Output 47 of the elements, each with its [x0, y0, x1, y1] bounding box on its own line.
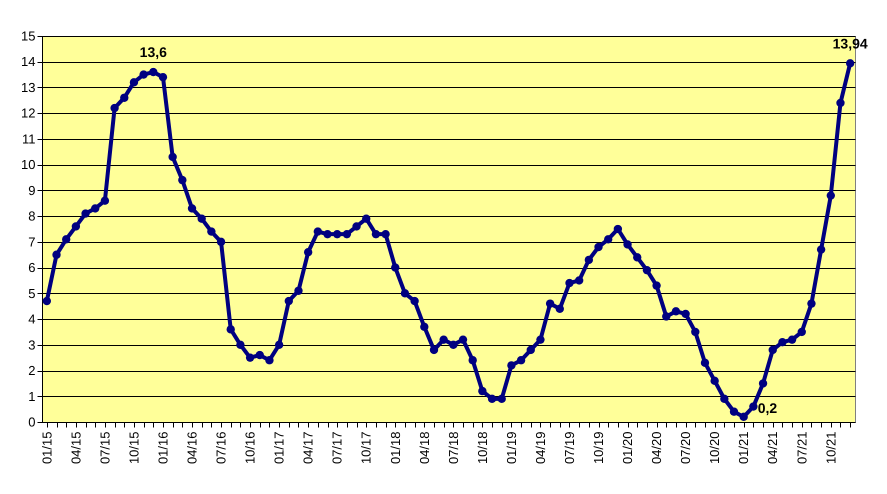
y-tick-label: 9 — [28, 182, 36, 198]
x-tick-label: 07/17 — [330, 432, 345, 464]
y-tick-label: 15 — [21, 28, 36, 44]
y-tick-label: 11 — [22, 131, 36, 146]
y-tick-label: 7 — [28, 234, 36, 250]
y-tick-label: 14 — [21, 54, 36, 70]
x-tick-label: 01/18 — [388, 432, 403, 464]
x-tick-label: 10/16 — [242, 432, 258, 464]
x-tick-label: 04/16 — [184, 432, 200, 464]
y-tick-label: 5 — [28, 286, 36, 301]
x-tick-label: 04/21 — [765, 432, 780, 464]
data-label: 13,6 — [140, 44, 168, 60]
y-tick-label: 1 — [28, 388, 36, 404]
y-tick-label: 3 — [28, 337, 36, 352]
y-tick-label: 12 — [21, 106, 36, 121]
data-label: 0,2 — [758, 400, 778, 416]
x-tick-label: 04/15 — [68, 432, 84, 464]
x-tick-label: 07/16 — [214, 432, 229, 464]
x-tick-label: 01/17 — [272, 432, 287, 464]
x-tick-label: 10/19 — [591, 432, 606, 464]
x-tick-label: 04/20 — [649, 432, 664, 464]
x-tick-label: 07/19 — [562, 432, 577, 464]
x-tick-label: 07/20 — [678, 432, 694, 464]
x-tick-label: 01/15 — [39, 432, 54, 464]
x-tick-label: 10/17 — [358, 432, 374, 464]
x-tick-label: 04/19 — [532, 432, 548, 464]
y-tick-label: 6 — [28, 260, 36, 276]
x-tick-label: 10/21 — [823, 432, 838, 464]
x-tick-label: 01/16 — [155, 432, 170, 464]
y-tick-label: 8 — [28, 208, 36, 224]
x-tick-label: 07/15 — [97, 432, 112, 464]
x-tick-label: 07/21 — [794, 432, 810, 464]
y-tick-label: 2 — [28, 363, 36, 378]
y-tick-label: 13 — [21, 80, 36, 95]
y-tick-label: 4 — [28, 312, 36, 327]
x-tick-label: 01/21 — [736, 432, 752, 464]
y-tick-label: 10 — [21, 157, 36, 172]
x-tick-label: 01/20 — [620, 432, 636, 464]
x-tick-label: 04/17 — [300, 432, 316, 464]
x-tick-label: 10/18 — [474, 432, 490, 464]
y-tick-label: 0 — [28, 414, 36, 430]
x-tick-label: 10/15 — [126, 432, 142, 464]
x-tick-label: 10/20 — [707, 432, 722, 464]
data-label: 13,94 — [832, 35, 868, 52]
x-tick-label: 01/19 — [504, 432, 519, 464]
x-tick-label: 07/18 — [446, 432, 461, 464]
x-tick-label: 04/18 — [416, 432, 432, 464]
